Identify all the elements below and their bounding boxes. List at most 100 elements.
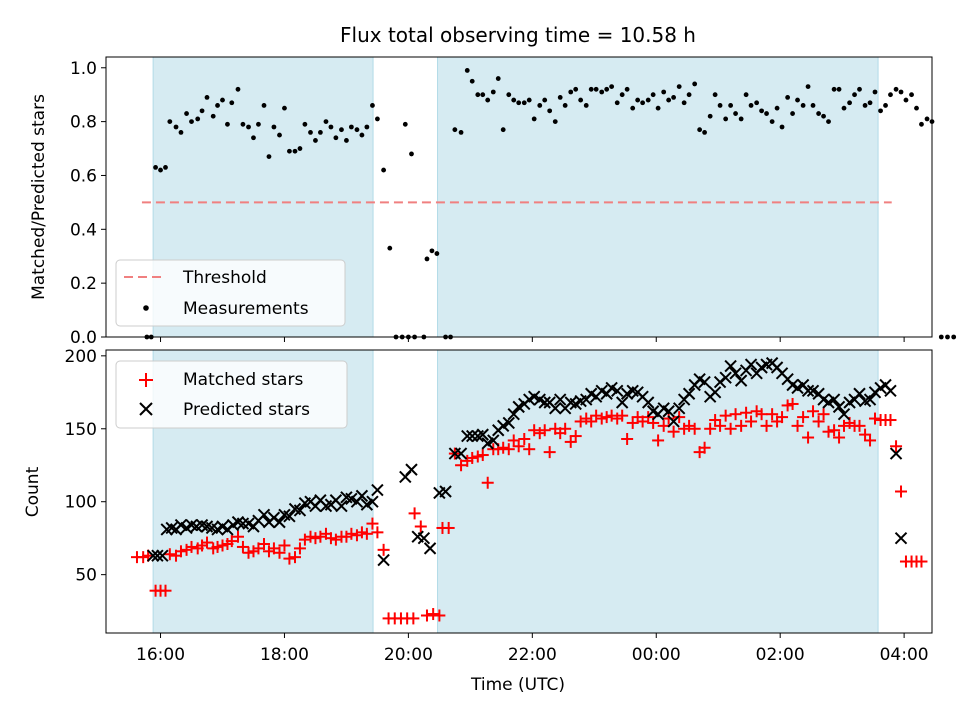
measurement-point [359, 132, 365, 138]
matched-star-point [278, 539, 291, 552]
matched-star-point [688, 422, 701, 435]
measurement-point [676, 84, 682, 90]
predicted-star-point [708, 386, 722, 399]
predicted-star-point [466, 429, 479, 443]
measurement-point [364, 124, 370, 130]
measurement-point [707, 113, 713, 119]
predicted-star-point [884, 384, 897, 398]
measurement-point [738, 116, 744, 122]
predicted-star-point [889, 447, 903, 460]
bottom-y-tick-label: 200 [65, 347, 97, 367]
matched-star-point [231, 530, 244, 543]
matched-star-point [414, 520, 427, 533]
measurement-point [945, 334, 950, 340]
measurement-point [774, 105, 780, 111]
measurement-point [723, 116, 729, 122]
measurement-point [318, 129, 323, 135]
measurement-point [862, 103, 868, 108]
measurement-point [666, 97, 672, 103]
measurement-point [645, 97, 651, 103]
matched-star-point [258, 538, 271, 551]
legend-measurements-label: Measurements [183, 299, 309, 319]
x-tick-label: 16:00 [136, 645, 185, 665]
bottom-legend: Matched stars Predicted stars [115, 360, 348, 429]
predicted-star-point [507, 407, 520, 421]
measurement-point [153, 164, 158, 170]
measurement-point [271, 124, 277, 130]
predicted-star-point [894, 531, 908, 545]
chart-title: Flux total observing time = 10.58 h [340, 23, 696, 47]
count-panel: 50 100 150 200 16:00 18:00 20:00 22:00 00:00 02:… [23, 347, 933, 695]
predicted-star-point [355, 489, 369, 503]
predicted-star-point [454, 447, 468, 460]
predicted-star-point [729, 367, 742, 380]
predicted-star-point [734, 374, 748, 387]
matched-star-point [293, 542, 306, 555]
matched-star-point [163, 548, 176, 561]
top-y-ticks: 0.0 0.2 0.4 0.6 0.8 1.0 [70, 59, 106, 348]
matched-star-point [466, 451, 479, 464]
matched-star-point [502, 443, 515, 456]
measurement-point [409, 151, 414, 157]
predicted-stars-points [146, 356, 908, 567]
measurement-point [568, 89, 574, 95]
measurement-points [144, 68, 957, 340]
predicted-star-point [156, 549, 169, 562]
x-axis-label: Time (UTC) [470, 675, 565, 695]
measurement-point [686, 92, 692, 98]
measurement-point [919, 121, 924, 127]
bottom-legend-box [115, 360, 348, 429]
predicted-star-point [293, 504, 307, 517]
measurement-point [402, 121, 408, 127]
measurement-point [630, 105, 636, 111]
measurement-point [692, 81, 698, 87]
measurement-point [547, 108, 553, 114]
matched-star-point [185, 540, 198, 553]
predicted-star-point [744, 358, 758, 371]
matched-star-point [745, 415, 758, 428]
measurement-point [287, 148, 292, 154]
measurement-point [702, 129, 707, 135]
matched-star-point [288, 551, 301, 564]
measurement-point [743, 92, 749, 98]
matched-star-point [868, 412, 881, 425]
measurement-point [841, 105, 847, 111]
measurement-point [220, 97, 225, 103]
predicted-star-point [423, 542, 437, 555]
matched-star-point [797, 411, 810, 424]
measurement-point [375, 116, 380, 122]
matched-star-point [724, 422, 737, 435]
matched-star-point [590, 409, 603, 422]
bottom-y-tick-label: 50 [75, 566, 97, 586]
matched-star-point [543, 446, 556, 459]
measurement-point [348, 124, 354, 130]
matched-star-point [476, 449, 489, 462]
measurement-point [292, 148, 298, 154]
predicted-star-point [273, 515, 286, 529]
matched-star-point [884, 414, 897, 427]
matched-star-point [802, 431, 815, 444]
measurement-point [821, 113, 826, 119]
top-y-tick-label: 0.0 [70, 328, 97, 348]
measurement-point [261, 103, 267, 108]
predicted-star-point [236, 517, 250, 530]
measurement-point [578, 97, 584, 103]
matched-star-point [890, 440, 903, 453]
measurement-point [650, 92, 656, 98]
matched-star-point [329, 533, 342, 546]
measurement-point [495, 76, 501, 81]
measurement-point [531, 116, 537, 122]
matched-star-point [298, 533, 311, 546]
matched-star-point [683, 419, 696, 432]
measurement-point [225, 121, 230, 127]
matched-star-point [740, 406, 753, 419]
matched-star-point [755, 408, 768, 421]
matched-star-point [408, 507, 421, 520]
measurement-point [204, 94, 210, 100]
measurement-point [339, 127, 344, 133]
matched-star-point [667, 425, 680, 438]
measurement-point [681, 100, 687, 106]
matched-star-point [760, 419, 773, 432]
top-y-tick-label: 1.0 [70, 59, 97, 79]
matched-star-point [574, 415, 587, 428]
